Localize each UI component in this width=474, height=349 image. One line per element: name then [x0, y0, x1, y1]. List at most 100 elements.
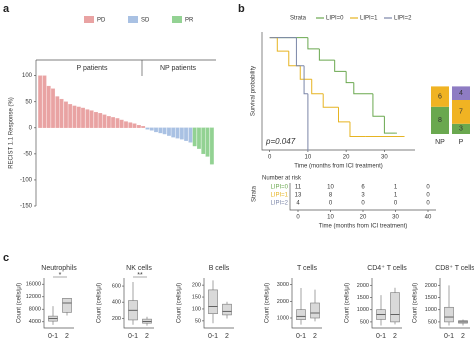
bar — [111, 117, 116, 128]
bar — [94, 111, 98, 128]
y-tick-label: 500 — [428, 319, 437, 325]
bar — [68, 104, 73, 128]
y-tick-label: 500 — [360, 319, 369, 325]
stacked-segment — [452, 123, 470, 134]
y-tick-label: 2000 — [357, 283, 369, 289]
y-tick-label: 50 — [25, 99, 32, 105]
y-tick-label: 2000 — [425, 283, 437, 289]
bar — [158, 127, 163, 134]
y-tick-label: 1000 — [277, 315, 289, 321]
y-axis-label: RECIST 1.1 Response (%) — [9, 97, 15, 169]
y-tick-label: 600 — [112, 284, 121, 290]
y-axis-label: Count (cells/μl) — [413, 283, 419, 323]
chart-title: T cells — [297, 265, 318, 272]
y-tick-label: 16000 — [26, 282, 41, 288]
bar — [42, 75, 47, 128]
km-step — [299, 65, 312, 80]
y-tick-label: 8000 — [29, 307, 41, 313]
panel-label: c — [3, 252, 9, 264]
segment-label: 8 — [438, 117, 442, 124]
box — [444, 306, 454, 323]
legend-swatch — [128, 16, 138, 23]
x-axis-label: Time (months from ICI treatment) — [319, 224, 407, 230]
row-name: LIPI=1 — [270, 193, 288, 199]
x-tick-label: 0-1 — [444, 333, 454, 340]
bar — [59, 98, 64, 128]
risk-count: 11 — [295, 185, 302, 191]
table-title: Number at risk — [262, 176, 302, 182]
axes — [123, 278, 154, 329]
x-tick-label: 2 — [313, 333, 317, 340]
bar — [179, 127, 184, 140]
axes — [291, 278, 322, 329]
legend-label: LIPI=2 — [394, 16, 412, 22]
bar — [154, 127, 158, 133]
x-tick-label: 10 — [327, 215, 334, 221]
risk-count: 0 — [394, 201, 398, 207]
legend-label: LIPI=0 — [326, 16, 344, 22]
x-tick-label: 0-1 — [376, 333, 386, 340]
bar — [167, 127, 171, 136]
risk-count: 0 — [426, 193, 430, 199]
risk-count: 1 — [394, 185, 398, 191]
bar — [38, 75, 43, 128]
stacked-segment — [452, 86, 470, 100]
bar — [184, 127, 188, 141]
km-step — [353, 82, 373, 95]
y-tick-label: 1500 — [425, 295, 437, 301]
bar — [128, 122, 133, 128]
km-step — [307, 93, 309, 151]
bar — [76, 106, 81, 128]
km-step — [307, 37, 320, 50]
stacked-segment — [431, 86, 449, 107]
box — [390, 292, 400, 323]
bar — [175, 127, 180, 139]
x-tick-label: 20 — [360, 215, 367, 221]
chart-title: Neutrophils — [41, 265, 77, 272]
y-axis-label: Count (cells/μl) — [177, 283, 183, 323]
bar — [171, 127, 176, 138]
km-step — [345, 71, 354, 84]
km-step — [372, 93, 385, 117]
x-tick-label: 0-1 — [48, 333, 58, 340]
y-tick-label: 100 — [22, 73, 33, 79]
legend-swatch — [172, 16, 182, 23]
km-step — [338, 107, 350, 123]
x-tick-label: 30 — [392, 215, 399, 221]
x-tick-label: 0 — [268, 155, 272, 161]
stacked-segment — [431, 106, 449, 134]
table-axes — [289, 183, 436, 211]
bar — [85, 109, 90, 128]
bar — [149, 127, 154, 131]
x-tick-label: 2 — [225, 333, 229, 340]
km-step — [349, 121, 366, 138]
bar — [72, 105, 77, 128]
y-tick-label: 200 — [192, 283, 201, 289]
bar — [209, 127, 214, 165]
box — [310, 302, 320, 319]
y-axis-label: Survival probability — [251, 66, 257, 116]
box — [142, 318, 152, 324]
km-step — [276, 37, 289, 52]
y-tick-label: 12000 — [26, 294, 41, 300]
row-name: LIPI=0 — [270, 185, 288, 191]
bar — [115, 118, 120, 128]
row-name: LIPI=2 — [270, 201, 288, 207]
stacked-segment — [452, 100, 470, 124]
bar — [124, 121, 128, 128]
risk-count: 10 — [327, 185, 334, 191]
y-tick-label: -150 — [20, 204, 33, 210]
segment-label: 3 — [459, 126, 463, 133]
y-tick-label: -50 — [23, 151, 32, 157]
x-tick-label: 2 — [65, 333, 69, 340]
box — [296, 309, 306, 320]
y-tick-label: 100 — [192, 306, 201, 312]
y-tick-label: 1000 — [357, 307, 369, 313]
y-tick-label: 2000 — [277, 299, 289, 305]
axes — [43, 278, 74, 329]
bar — [136, 125, 141, 128]
bar — [197, 127, 201, 149]
km-step — [334, 60, 347, 72]
km-step — [295, 37, 305, 67]
